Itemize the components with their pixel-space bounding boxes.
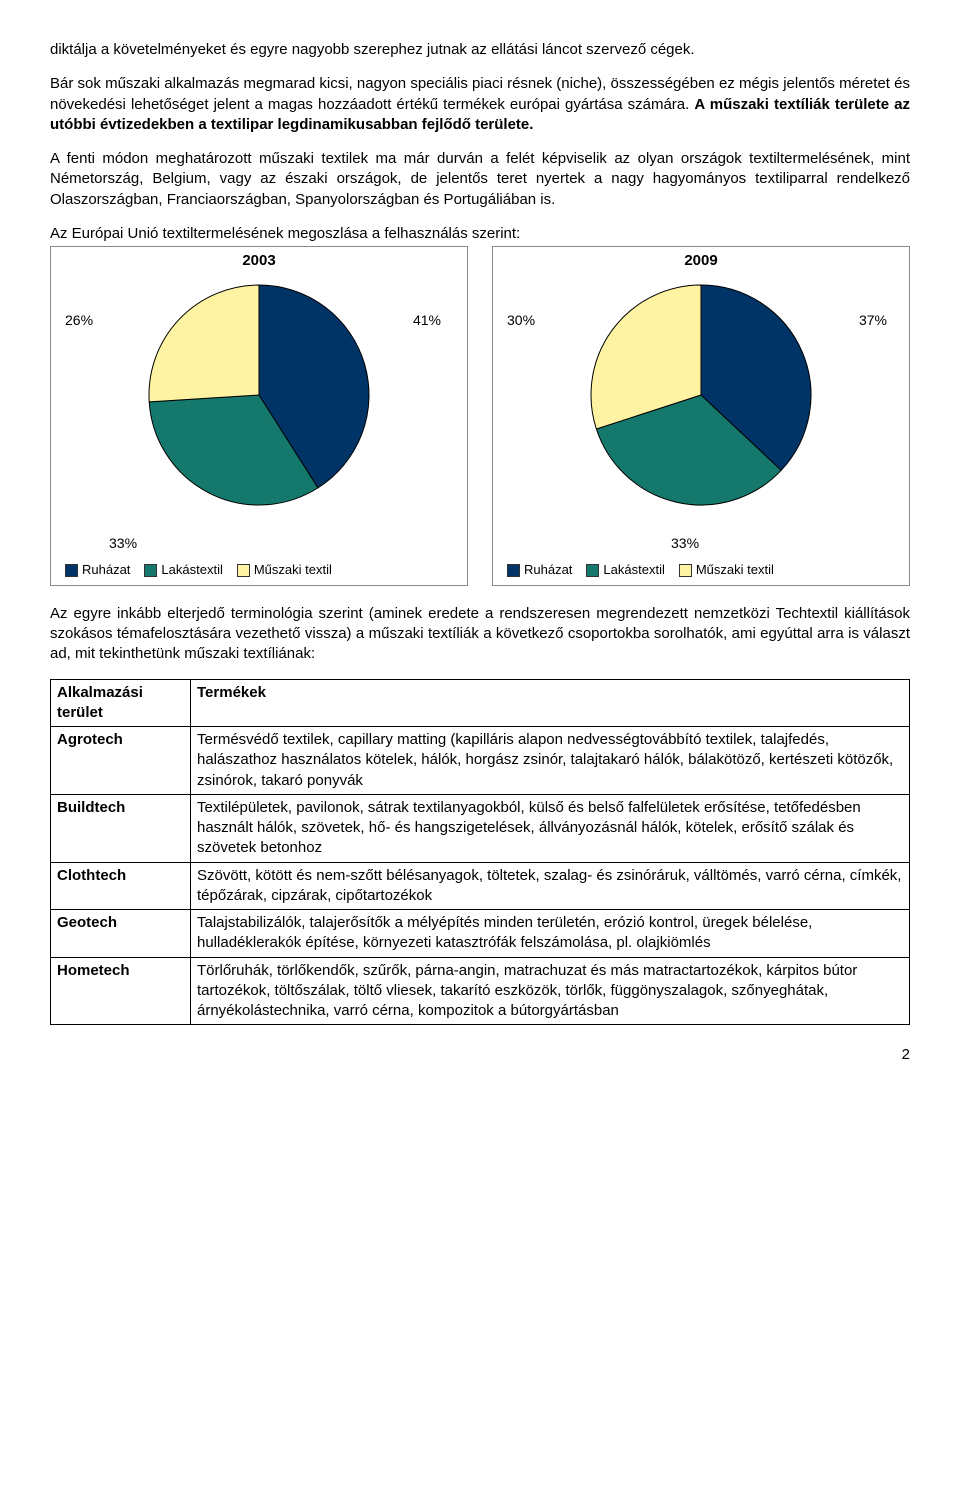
charts-row: 2003 41% 33% 26% Ruházat Lakástextil Műs… bbox=[50, 246, 910, 586]
chart-2003-box: 2003 41% 33% 26% Ruházat Lakástextil Műs… bbox=[50, 246, 468, 586]
legend-label: Ruházat bbox=[82, 561, 130, 579]
page-number: 2 bbox=[50, 1045, 910, 1065]
legend-label: Műszaki textil bbox=[254, 561, 332, 579]
charts-heading: Az Európai Unió textiltermelésének megos… bbox=[50, 224, 910, 244]
chart-2003-title: 2003 bbox=[59, 251, 459, 271]
legend-item: Műszaki textil bbox=[237, 561, 332, 579]
chart-2009-legend: Ruházat Lakástextil Műszaki textil bbox=[501, 561, 901, 579]
paragraph-2: Bár sok műszaki alkalmazás megmarad kics… bbox=[50, 74, 910, 135]
chart-2009-pie-wrap: 37% 33% 30% bbox=[501, 275, 901, 555]
legend-label: Ruházat bbox=[524, 561, 572, 579]
paragraph-3: A fenti módon meghatározott műszaki text… bbox=[50, 149, 910, 210]
legend-item: Műszaki textil bbox=[679, 561, 774, 579]
legend-item: Lakástextil bbox=[586, 561, 664, 579]
chart-2003-label-muszaki: 26% bbox=[65, 311, 93, 330]
table-cell-area: Clothtech bbox=[51, 862, 191, 910]
chart-2009-pie bbox=[581, 275, 821, 515]
table-cell-products: Törlőruhák, törlőkendők, szűrők, párna-a… bbox=[191, 957, 910, 1025]
swatch-ruhazat bbox=[507, 564, 520, 577]
table-row: AgrotechTermésvédő textilek, capillary m… bbox=[51, 727, 910, 795]
table-cell-products: Szövött, kötött és nem-szőtt bélésanyago… bbox=[191, 862, 910, 910]
table-cell-area: Geotech bbox=[51, 910, 191, 958]
table-row: ClothtechSzövött, kötött és nem-szőtt bé… bbox=[51, 862, 910, 910]
table-cell-area: Buildtech bbox=[51, 794, 191, 862]
chart-2009-box: 2009 37% 33% 30% Ruházat Lakástextil Műs… bbox=[492, 246, 910, 586]
table-header-products: Termékek bbox=[191, 679, 910, 727]
table-cell-products: Termésvédő textilek, capillary matting (… bbox=[191, 727, 910, 795]
table-cell-area: Hometech bbox=[51, 957, 191, 1025]
chart-2003-label-lakastextil: 33% bbox=[109, 534, 137, 553]
table-cell-products: Textilépületek, pavilonok, sátrak textil… bbox=[191, 794, 910, 862]
legend-item: Ruházat bbox=[507, 561, 572, 579]
swatch-muszaki bbox=[237, 564, 250, 577]
chart-2003-legend: Ruházat Lakástextil Műszaki textil bbox=[59, 561, 459, 579]
table-row: HometechTörlőruhák, törlőkendők, szűrők,… bbox=[51, 957, 910, 1025]
swatch-lakastextil bbox=[586, 564, 599, 577]
chart-2009-label-ruhazat: 37% bbox=[859, 311, 887, 330]
legend-item: Lakástextil bbox=[144, 561, 222, 579]
chart-2009-title: 2009 bbox=[501, 251, 901, 271]
table-row: BuildtechTextilépületek, pavilonok, sátr… bbox=[51, 794, 910, 862]
table-cell-area: Agrotech bbox=[51, 727, 191, 795]
table-header-area: Alkalmazási terület bbox=[51, 679, 191, 727]
swatch-muszaki bbox=[679, 564, 692, 577]
pie-slice bbox=[149, 285, 259, 402]
swatch-lakastextil bbox=[144, 564, 157, 577]
chart-2009-label-lakastextil: 33% bbox=[671, 534, 699, 553]
swatch-ruhazat bbox=[65, 564, 78, 577]
chart-2003-label-ruhazat: 41% bbox=[413, 311, 441, 330]
table-cell-products: Talajstabilizálók, talajerősítők a mélyé… bbox=[191, 910, 910, 958]
legend-item: Ruházat bbox=[65, 561, 130, 579]
legend-label: Műszaki textil bbox=[696, 561, 774, 579]
paragraph-5: Az egyre inkább elterjedő terminológia s… bbox=[50, 604, 910, 665]
chart-2003-pie-wrap: 41% 33% 26% bbox=[59, 275, 459, 555]
legend-label: Lakástextil bbox=[603, 561, 664, 579]
applications-table: Alkalmazási terület Termékek AgrotechTer… bbox=[50, 679, 910, 1026]
table-row: GeotechTalajstabilizálók, talajerősítők … bbox=[51, 910, 910, 958]
chart-2009-label-muszaki: 30% bbox=[507, 311, 535, 330]
table-header-row: Alkalmazási terület Termékek bbox=[51, 679, 910, 727]
paragraph-intro: diktálja a követelményeket és egyre nagy… bbox=[50, 40, 910, 60]
legend-label: Lakástextil bbox=[161, 561, 222, 579]
chart-2003-pie bbox=[139, 275, 379, 515]
